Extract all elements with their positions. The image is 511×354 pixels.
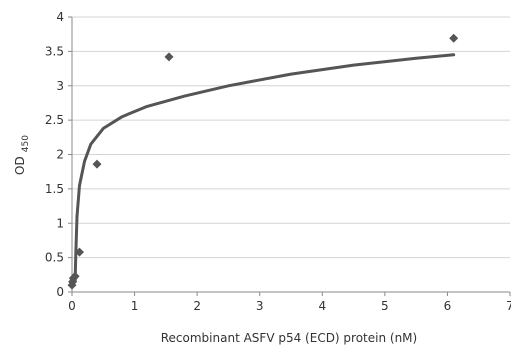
y-tick-label: 0 (56, 285, 64, 299)
fit-curve-group (73, 53, 456, 284)
y-tick-label: 3.5 (45, 44, 64, 58)
x-tick-labels: 0 1 2 3 4 5 6 7 (68, 299, 511, 313)
axes (68, 16, 511, 296)
x-tick-label: 2 (193, 299, 201, 313)
y-tick-label: 2.5 (45, 113, 64, 127)
y-tick-label: 2 (56, 148, 64, 162)
y-tick-labels: 0 0.5 1 1.5 2 2.5 3 3.5 4 (45, 10, 64, 299)
x-tick-label: 5 (381, 299, 389, 313)
x-axis-title: Recombinant ASFV p54 (ECD) protein (nM) (161, 331, 417, 345)
y-tick-label: 1 (56, 216, 64, 230)
fit-curve (73, 53, 456, 284)
y-axis-title-main: OD (13, 156, 27, 175)
y-tick-label: 0.5 (45, 251, 64, 265)
x-tick-label: 4 (318, 299, 326, 313)
data-point (449, 33, 459, 43)
data-point (164, 52, 174, 62)
x-tick-label: 6 (444, 299, 452, 313)
data-points (67, 33, 459, 290)
y-tick-label: 4 (56, 10, 64, 24)
data-point (92, 159, 102, 169)
x-tick-label: 3 (256, 299, 264, 313)
y-axis-title: OD 450 (13, 135, 31, 175)
y-axis-title-subscript: 450 (21, 135, 31, 152)
gridlines (72, 16, 510, 259)
x-tick-label: 1 (131, 299, 139, 313)
y-tick-label: 1.5 (45, 182, 64, 196)
data-point (75, 247, 84, 257)
y-tick-label: 3 (56, 79, 64, 93)
x-tick-label: 0 (68, 299, 76, 313)
x-tick-label: 7 (506, 299, 511, 313)
data-point (70, 271, 80, 281)
